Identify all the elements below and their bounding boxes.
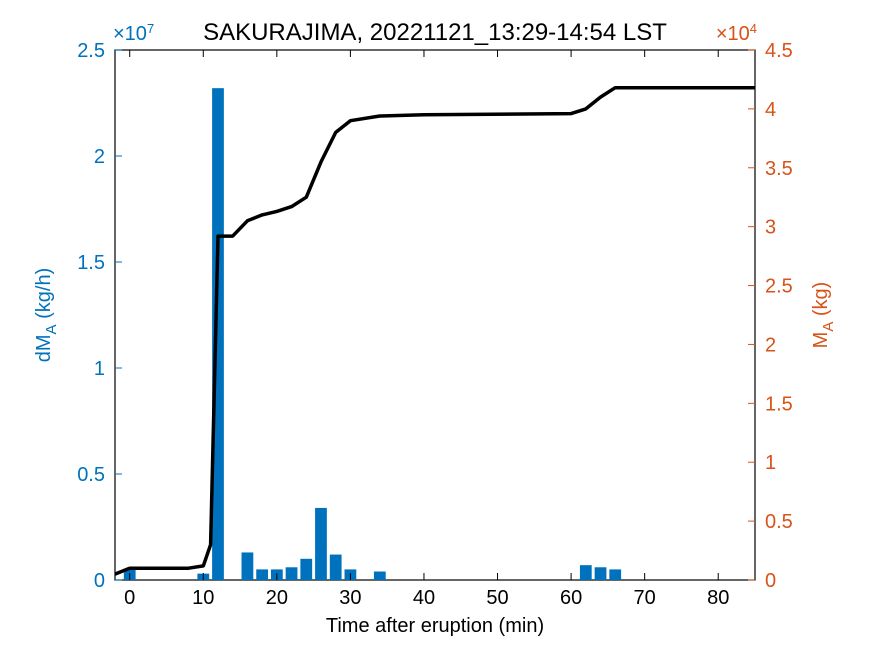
bar xyxy=(242,552,254,580)
bar xyxy=(300,559,312,580)
yright-axis-label: MA (kg) xyxy=(810,282,837,349)
bar xyxy=(315,508,327,580)
bar xyxy=(609,569,621,580)
bar xyxy=(374,572,386,580)
yright-tick-label: 4.5 xyxy=(765,40,793,62)
bar xyxy=(286,567,298,580)
yright-tick-label: 3 xyxy=(765,217,776,239)
yleft-tick-label: 2 xyxy=(94,146,105,168)
yright-tick-label: 0 xyxy=(765,570,776,592)
x-tick-label: 70 xyxy=(634,587,656,609)
yright-tick-label: 2.5 xyxy=(765,276,793,298)
yleft-tick-label: 2.5 xyxy=(77,40,105,62)
yright-tick-label: 0.5 xyxy=(765,511,793,533)
yright-tick-label: 1 xyxy=(765,452,776,474)
chart-title: SAKURAJIMA, 20221121_13:29-14:54 LST xyxy=(203,19,667,46)
yleft-tick-label: 1 xyxy=(94,358,105,380)
yleft-tick-label: 1.5 xyxy=(77,252,105,274)
bar xyxy=(256,569,268,580)
yright-tick-label: 4 xyxy=(765,99,776,121)
bar xyxy=(580,565,592,580)
x-tick-label: 10 xyxy=(192,587,214,609)
yleft-tick-label: 0 xyxy=(94,570,105,592)
yleft-tick-label: 0.5 xyxy=(77,464,105,486)
chart-svg: 0 10 20 30 40 50 60 70 80 0 0.5 1 1.5 2 2.5 0 0.5 1 1.5 2 2.… xyxy=(0,0,875,656)
x-tick-label: 80 xyxy=(707,587,729,609)
x-tick-label: 60 xyxy=(560,587,582,609)
chart-container: 0 10 20 30 40 50 60 70 80 0 0.5 1 1.5 2 2.5 0 0.5 1 1.5 2 2.… xyxy=(0,0,875,656)
yleft-exponent: ×107 xyxy=(113,21,154,45)
x-tick-label: 50 xyxy=(486,587,508,609)
yleft-axis-label: dMA (kg/h) xyxy=(33,268,60,363)
x-tick-label: 40 xyxy=(413,587,435,609)
bar xyxy=(595,567,607,580)
bar xyxy=(212,88,224,580)
x-tick-label: 0 xyxy=(124,587,135,609)
yright-tick-label: 3.5 xyxy=(765,158,793,180)
x-axis-label: Time after eruption (min) xyxy=(326,615,544,637)
yright-tick-label: 1.5 xyxy=(765,393,793,415)
yright-exponent: ×104 xyxy=(716,21,757,45)
x-tick-label: 20 xyxy=(266,587,288,609)
cumulative-line xyxy=(115,88,755,574)
x-tick-label: 30 xyxy=(339,587,361,609)
yright-tick-label: 2 xyxy=(765,334,776,356)
bar xyxy=(330,555,342,580)
